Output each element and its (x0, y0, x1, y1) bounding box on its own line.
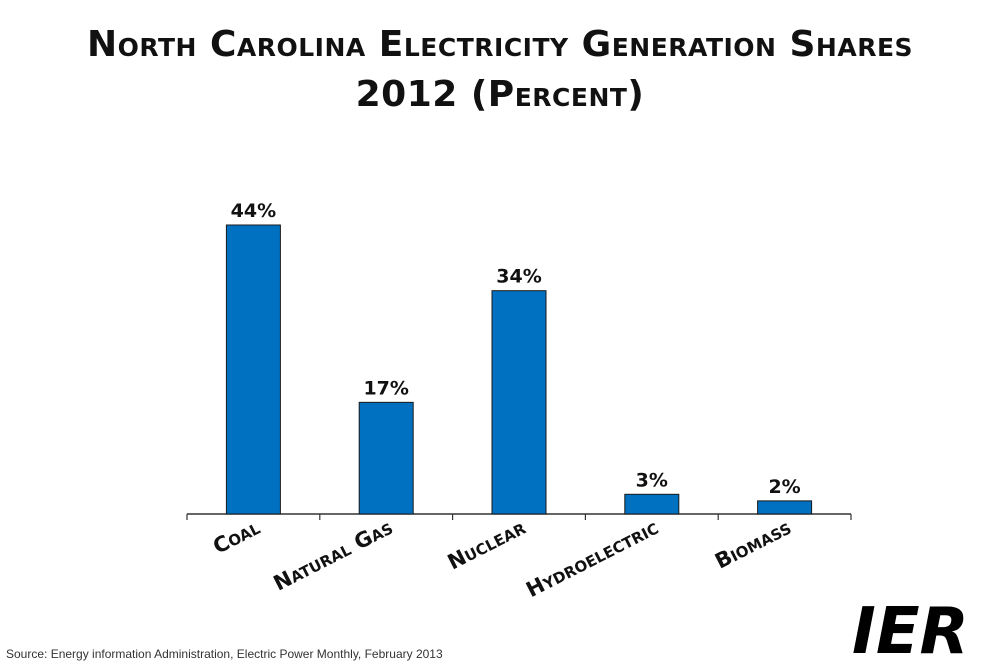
bar-natural-gas (358, 401, 414, 515)
data-label: 34% (496, 266, 541, 288)
data-label: 17% (363, 377, 408, 399)
chart-subtitle: 2012 (Percent) (355, 74, 645, 115)
x-tick-label: Nuclear (444, 515, 530, 575)
ier-logo-text: IER (852, 596, 969, 658)
x-tick-label: Natural Gas (270, 515, 397, 595)
chart-title: North Carolina Electricity Generation Sh… (86, 24, 914, 65)
source-note: Source: Energy information Administratio… (6, 647, 443, 661)
bar-nuclear (491, 290, 547, 515)
data-label: 44% (231, 200, 276, 222)
bar-biomass (757, 500, 813, 515)
data-label: 2% (768, 476, 800, 498)
data-label: 3% (636, 469, 668, 491)
x-tick-label: Hydroelectric (522, 515, 662, 602)
bar-coal (225, 224, 281, 515)
x-tick-label: Coal (209, 515, 264, 559)
bar-hydroelectric (624, 493, 680, 515)
x-tick-label: Biomass (711, 515, 795, 574)
ier-logo: IER (852, 596, 969, 658)
